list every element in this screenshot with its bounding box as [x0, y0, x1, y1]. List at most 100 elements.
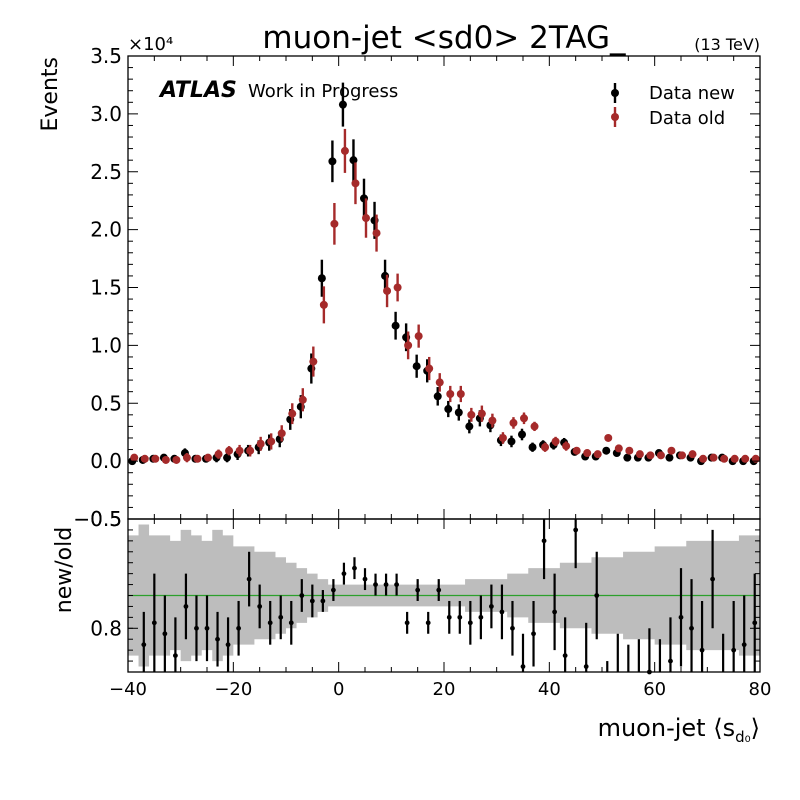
- ratio-y-tick-label: −0.5: [73, 507, 122, 531]
- ratio-point: [162, 631, 168, 637]
- ratio-point: [151, 620, 157, 626]
- point-old: [362, 214, 370, 223]
- ratio-panel-frame: [127, 518, 761, 673]
- point-old: [593, 450, 602, 459]
- legend-old-label: Data old: [649, 108, 725, 129]
- ratio-point: [457, 614, 463, 620]
- ratio-point: [467, 620, 473, 626]
- point-old: [351, 179, 360, 188]
- top-y-tick-label: 1.0: [90, 333, 122, 357]
- point-old: [182, 453, 191, 462]
- point-old: [477, 409, 486, 418]
- ratio-point: [331, 587, 336, 593]
- ratio-point: [752, 620, 758, 626]
- legend-old-marker: [611, 113, 619, 121]
- ratio-point: [383, 582, 389, 587]
- ratio-point: [541, 538, 547, 544]
- ratio-point: [278, 614, 284, 620]
- legend-new-marker: [611, 89, 619, 97]
- ratio-point: [741, 642, 747, 648]
- point-new: [412, 362, 421, 371]
- point-new: [665, 453, 674, 462]
- point-old: [172, 455, 181, 464]
- point-new: [507, 437, 516, 446]
- ratio-point: [309, 598, 315, 604]
- point-new: [338, 100, 347, 109]
- point-old: [509, 418, 518, 427]
- x-axis-label-sub: d₀: [735, 728, 751, 746]
- point-new: [317, 274, 326, 283]
- ratio-point: [288, 620, 294, 626]
- ratio-point: [299, 593, 305, 598]
- point-old: [498, 433, 507, 442]
- ratio-point: [194, 625, 199, 631]
- point-old: [151, 454, 160, 463]
- point-old: [741, 454, 750, 463]
- ratio-point: [699, 647, 705, 653]
- point-old: [688, 450, 697, 459]
- point-old: [520, 414, 528, 423]
- x-tick-label: 0: [333, 679, 344, 700]
- point-old: [267, 437, 276, 446]
- point-new: [465, 422, 474, 431]
- top-y-tick-label: 2.5: [90, 160, 122, 184]
- ratio-point: [225, 642, 231, 648]
- point-new: [623, 453, 632, 462]
- point-old: [414, 332, 423, 341]
- point-old: [246, 446, 255, 455]
- ratio-point: [373, 582, 378, 587]
- ratio-point: [678, 614, 684, 620]
- point-new: [602, 446, 611, 455]
- top-y-tick-label: 3.0: [90, 102, 122, 126]
- energy-label: (13 TeV): [694, 35, 760, 54]
- point-old: [309, 357, 318, 366]
- point-new: [223, 453, 232, 462]
- ratio-point: [394, 582, 399, 587]
- ratio-point: [267, 620, 273, 626]
- x-axis-label-end: ⟩: [751, 714, 760, 742]
- point-old: [340, 146, 349, 155]
- point-old: [435, 378, 444, 387]
- top-y-tick-label: 2.0: [90, 218, 122, 242]
- ratio-point: [320, 598, 326, 604]
- ratio-point: [362, 576, 368, 582]
- point-new: [391, 321, 400, 330]
- point-old: [583, 449, 592, 458]
- ratio-point: [246, 576, 252, 582]
- x-tick-label: −40: [109, 679, 147, 700]
- top-y-axis-label: Events: [38, 57, 63, 132]
- ratio-point: [204, 625, 210, 631]
- point-old: [467, 410, 476, 419]
- point-old: [678, 451, 686, 460]
- ratio-point: [478, 614, 484, 620]
- ratio-point: [552, 609, 557, 615]
- point-old: [393, 283, 402, 292]
- axes-layer: −40 −20 0 20 40 60 80 −0.5 0.0 0.5 1.0 1.5 2.0 2.5 3.0…: [73, 44, 771, 700]
- point-old: [562, 442, 571, 451]
- ratio-point: [510, 625, 515, 631]
- ratio-point: [583, 664, 589, 669]
- point-old: [130, 453, 139, 462]
- point-old: [193, 454, 202, 463]
- point-old: [614, 444, 623, 453]
- point-old: [646, 451, 655, 460]
- ratio-point: [404, 620, 410, 626]
- x-tick-label: 40: [538, 679, 561, 700]
- point-old: [372, 229, 381, 238]
- x-tick-label: 60: [643, 679, 666, 700]
- x-axis-label-main: muon-jet ⟨s: [598, 714, 735, 742]
- point-old: [425, 364, 434, 373]
- point-old: [288, 409, 297, 418]
- point-old: [161, 455, 170, 464]
- point-old: [572, 446, 581, 455]
- ratio-point: [731, 647, 737, 653]
- top-y-tick-label: −0.5: [73, 507, 122, 531]
- point-old: [277, 429, 286, 438]
- point-old: [720, 454, 729, 463]
- ratio-point: [257, 604, 263, 609]
- ratio-point: [173, 653, 178, 659]
- top-y-tick-label: 1.5: [90, 276, 122, 300]
- ratio-point: [573, 527, 579, 533]
- point-old: [699, 454, 708, 463]
